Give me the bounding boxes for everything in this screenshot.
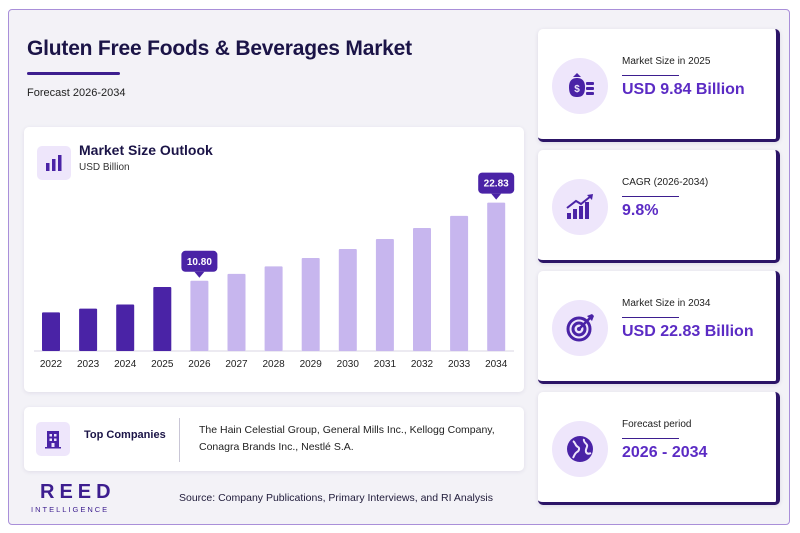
callout-2026: 10.80 bbox=[181, 250, 218, 278]
stat-label: Market Size in 2025 bbox=[622, 56, 711, 67]
stat-rule bbox=[622, 196, 679, 197]
target-icon bbox=[552, 300, 608, 356]
stat-rule bbox=[622, 75, 679, 76]
page-title: Gluten Free Foods & Beverages Market bbox=[27, 37, 412, 60]
divider bbox=[179, 418, 180, 462]
stat-value: USD 22.83 Billion bbox=[622, 323, 754, 340]
bar-2022 bbox=[42, 312, 60, 351]
bar-chart-icon bbox=[37, 146, 71, 180]
bar-2034 bbox=[487, 202, 506, 351]
tick-label-2031: 2031 bbox=[374, 359, 397, 370]
stat-value: 2026 - 2034 bbox=[622, 444, 708, 461]
svg-text:$: $ bbox=[574, 84, 580, 95]
stat-label: Market Size in 2034 bbox=[622, 298, 711, 309]
bar-2031 bbox=[375, 238, 394, 351]
stat-value: 9.8% bbox=[622, 202, 659, 219]
data-label-2026: 10.80 bbox=[187, 257, 212, 268]
chart-unit: USD Billion bbox=[79, 162, 130, 173]
tick-label-2027: 2027 bbox=[225, 359, 248, 370]
stat-rule bbox=[622, 317, 679, 318]
tick-label-2029: 2029 bbox=[300, 359, 323, 370]
tick-label-2032: 2032 bbox=[411, 359, 434, 370]
bar-2032 bbox=[413, 227, 431, 351]
tick-label-2030: 2030 bbox=[337, 359, 360, 370]
page-subtitle: Forecast 2026-2034 bbox=[27, 87, 126, 99]
stat-card-market-size-2025: $ Market Size in 2025 USD 9.84 Billion bbox=[538, 29, 780, 142]
brand-logo: REED bbox=[40, 481, 116, 503]
tick-label-2022: 2022 bbox=[40, 359, 63, 370]
market-size-bar-chart: 2022 2023 2024 2025 2026 2027 2028 2029 2030 2031… bbox=[34, 172, 515, 370]
bar-2029 bbox=[301, 258, 320, 351]
tick-label-2026: 2026 bbox=[188, 359, 211, 370]
data-label-2034: 22.83 bbox=[484, 179, 509, 190]
bar-2033 bbox=[450, 215, 469, 351]
globe-icon bbox=[552, 421, 608, 477]
title-underline bbox=[27, 72, 120, 75]
tick-label-2023: 2023 bbox=[77, 359, 100, 370]
top-companies-label: Top Companies bbox=[84, 429, 166, 441]
callout-2034: 22.83 bbox=[478, 172, 515, 200]
bar-2026 bbox=[190, 280, 209, 351]
stat-card-cagr: CAGR (2026-2034) 9.8% bbox=[538, 150, 780, 263]
tick-label-2033: 2033 bbox=[448, 359, 471, 370]
source-note: Source: Company Publications, Primary In… bbox=[179, 492, 493, 504]
growth-chart-icon bbox=[552, 179, 608, 235]
chart-card: Market Size Outlook USD Billion 2022 2023… bbox=[24, 127, 524, 392]
money-bag-icon: $ bbox=[552, 58, 608, 114]
bar-2030 bbox=[338, 248, 357, 351]
building-icon bbox=[36, 422, 70, 456]
stat-label: Forecast period bbox=[622, 419, 692, 430]
stat-label: CAGR (2026-2034) bbox=[622, 177, 709, 188]
top-companies-card: Top Companies The Hain Celestial Group, … bbox=[24, 407, 524, 471]
top-companies-list: The Hain Celestial Group, General Mills … bbox=[199, 424, 495, 453]
bar-2024 bbox=[116, 304, 135, 351]
tick-label-2028: 2028 bbox=[262, 359, 285, 370]
chart-title: Market Size Outlook bbox=[79, 142, 213, 158]
stat-card-market-size-2034: Market Size in 2034 USD 22.83 Billion bbox=[538, 271, 780, 384]
tick-label-2024: 2024 bbox=[114, 359, 137, 370]
stat-rule bbox=[622, 438, 679, 439]
bar-2023 bbox=[79, 308, 98, 351]
bar-2028 bbox=[264, 266, 283, 351]
tick-label-2034: 2034 bbox=[485, 359, 508, 370]
bar-2027 bbox=[227, 273, 246, 351]
stat-value: USD 9.84 Billion bbox=[622, 81, 745, 98]
brand-logo-subtitle: INTELLIGENCE bbox=[31, 505, 110, 514]
stat-card-forecast-period: Forecast period 2026 - 2034 bbox=[538, 392, 780, 505]
bar-2025 bbox=[153, 287, 172, 351]
tick-label-2025: 2025 bbox=[151, 359, 174, 370]
